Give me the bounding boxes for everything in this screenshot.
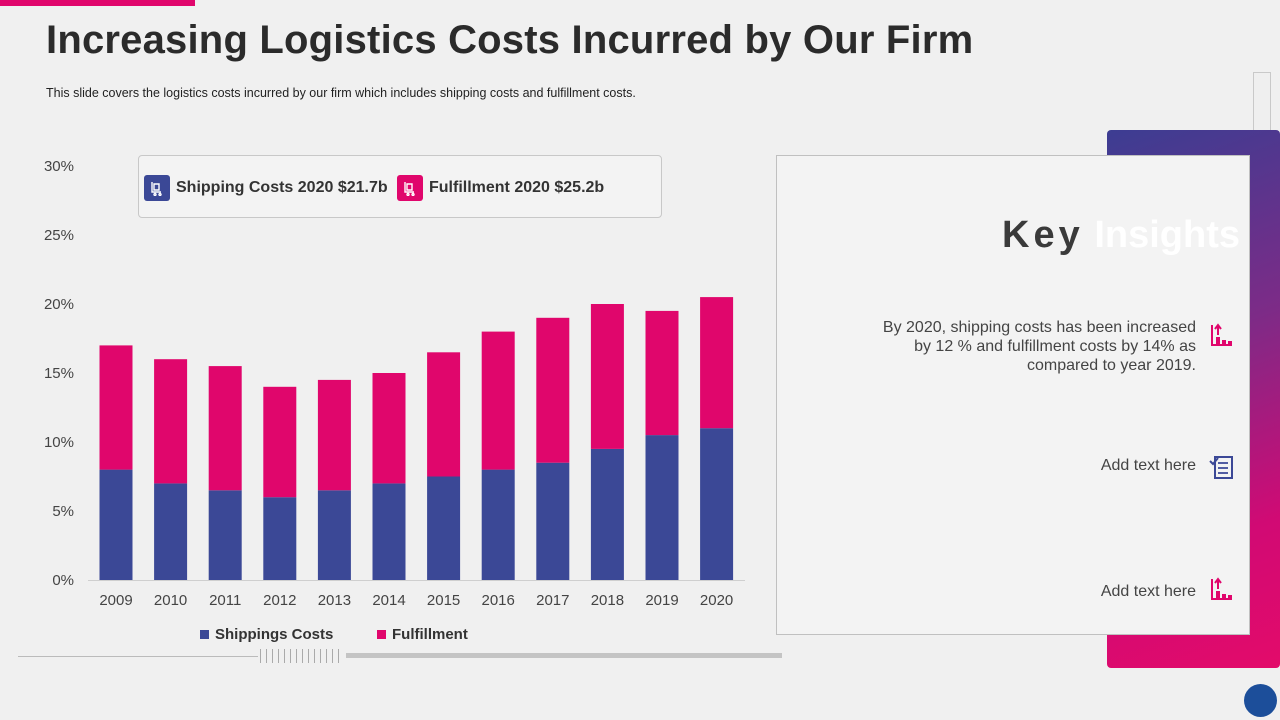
legend-shipping: Shipping Costs 2020 $21.7b	[144, 175, 388, 201]
bar-fulfillment-2012	[263, 386, 297, 498]
bar-growth-icon	[1208, 321, 1236, 349]
bar-fulfillment-2016	[481, 331, 515, 470]
x-tick-label: 2013	[318, 592, 351, 609]
insight-text-1: By 2020, shipping costs has been increas…	[882, 319, 1196, 374]
bar-fulfillment-2013	[317, 379, 351, 491]
x-tick-label: 2019	[645, 592, 678, 609]
trolley-icon	[144, 175, 170, 201]
y-tick-label: 30%	[44, 158, 74, 175]
bar-fulfillment-2014	[372, 373, 406, 484]
legend-fulfillment-label: Fulfillment 2020 $25.2b	[429, 179, 605, 196]
x-tick-label: 2009	[99, 592, 132, 609]
bottom-legend-fulfillment-label: Fulfillment	[392, 626, 468, 643]
x-tick-label: 2010	[154, 592, 187, 609]
key-insights-heading: Key Insights	[1002, 214, 1240, 257]
bar-fulfillment-2015	[427, 352, 461, 477]
legend-swatch-fulfillment	[377, 630, 386, 639]
bar-shipping-2020	[700, 428, 734, 580]
x-tick-label: 2017	[536, 592, 569, 609]
y-tick-label: 25%	[44, 227, 74, 244]
slide-title: Increasing Logistics Costs Incurred by O…	[46, 18, 974, 62]
trolley-icon	[397, 175, 423, 201]
checklist-icon	[1208, 453, 1236, 481]
decorative-line	[18, 656, 258, 657]
bar-shipping-2012	[263, 497, 297, 580]
x-tick-label: 2011	[209, 592, 241, 609]
bar-shipping-2018	[590, 448, 624, 580]
x-tick-label: 2014	[372, 592, 405, 609]
corner-circle	[1244, 684, 1277, 717]
bar-shipping-2009	[99, 469, 133, 580]
y-tick-label: 10%	[44, 434, 74, 451]
bar-shipping-2010	[154, 483, 188, 580]
y-tick-label: 20%	[44, 296, 74, 313]
decorative-ticks	[260, 649, 344, 663]
bar-shipping-2014	[372, 483, 406, 580]
slide-subtitle: This slide covers the logistics costs in…	[46, 86, 636, 100]
x-tick-label: 2015	[427, 592, 460, 609]
bar-fulfillment-2010	[154, 359, 188, 484]
legend-swatch-shipping	[200, 630, 209, 639]
insight-text-3: Add text here	[1100, 583, 1196, 600]
bottom-legend-shipping-label: Shippings Costs	[215, 626, 334, 643]
bar-growth-icon	[1208, 575, 1236, 603]
y-tick-label: 15%	[44, 365, 74, 382]
stacked-bar-chart: 0% 5% 10% 15% 20% 25% 30% 2009 2010 2011 2012 2013 2…	[44, 158, 745, 609]
bar-fulfillment-2011	[208, 366, 242, 491]
bottom-legend-fulfillment: Fulfillment	[377, 626, 468, 643]
decorative-bar	[346, 653, 782, 658]
bar-shipping-2016	[481, 469, 515, 580]
legend-shipping-label: Shipping Costs 2020 $21.7b	[176, 179, 388, 196]
insight-text-2: Add text here	[1100, 457, 1196, 474]
x-tick-label: 2016	[482, 592, 515, 609]
bar-shipping-2015	[427, 476, 461, 580]
bar-fulfillment-2020	[700, 297, 734, 429]
top-accent-bar	[0, 0, 195, 6]
bar-shipping-2019	[645, 435, 679, 580]
bar-fulfillment-2019	[645, 310, 679, 436]
bar-fulfillment-2018	[590, 304, 624, 449]
y-tick-label: 0%	[52, 572, 74, 589]
x-tick-label: 2018	[591, 592, 624, 609]
key-insights-word2: Insights	[1094, 214, 1240, 256]
bar-shipping-2013	[317, 490, 351, 580]
bar-fulfillment-2009	[99, 345, 133, 470]
chart-summary-legend: Shipping Costs 2020 $21.7b Fulfillment 2…	[138, 155, 662, 218]
bar-shipping-2017	[536, 462, 570, 580]
bar-fulfillment-2017	[536, 317, 570, 463]
legend-fulfillment: Fulfillment 2020 $25.2b	[397, 175, 604, 201]
y-tick-label: 5%	[52, 503, 74, 520]
key-insights-word1: Key	[1002, 214, 1084, 256]
bar-shipping-2011	[208, 490, 242, 580]
x-tick-label: 2012	[263, 592, 296, 609]
x-tick-label: 2020	[700, 592, 733, 609]
bottom-legend-shipping: Shippings Costs	[200, 626, 333, 643]
